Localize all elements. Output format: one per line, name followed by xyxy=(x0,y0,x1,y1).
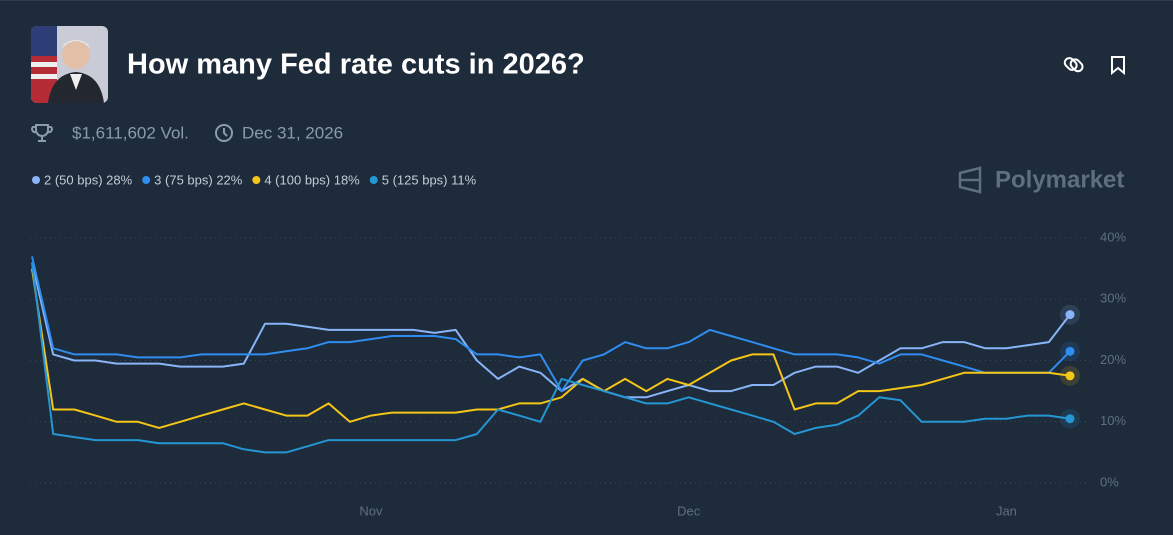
market-image xyxy=(31,26,108,103)
y-tick-label: 40% xyxy=(1100,229,1126,244)
bookmark-button[interactable] xyxy=(1111,56,1125,76)
clock-icon xyxy=(215,124,233,142)
end-dot xyxy=(1065,371,1075,381)
series-line xyxy=(31,262,1071,399)
end-date: Dec 31, 2026 xyxy=(242,123,343,142)
end-dot xyxy=(1065,346,1075,356)
legend-label: 5 (125 bps) 11% xyxy=(382,172,477,187)
legend-dot xyxy=(32,176,40,184)
market-title: How many Fed rate cuts in 2026? xyxy=(127,49,585,81)
trophy-icon xyxy=(31,124,53,142)
end-dot xyxy=(1065,414,1075,424)
legend-dot xyxy=(142,176,151,184)
brand-name: Polymarket xyxy=(995,166,1124,193)
volume: $1,611,602 Vol. xyxy=(72,123,189,142)
x-tick-label: Dec xyxy=(677,503,701,518)
legend-dot xyxy=(369,176,378,184)
end-dot xyxy=(1065,310,1075,320)
copy-link-button[interactable] xyxy=(1063,56,1084,73)
y-tick-label: 0% xyxy=(1100,474,1119,489)
y-tick-label: 10% xyxy=(1100,413,1126,428)
y-tick-label: 30% xyxy=(1100,291,1126,306)
series-line xyxy=(31,262,1071,454)
legend-label: 2 (50 bps) 28% xyxy=(44,172,133,187)
x-tick-label: Jan xyxy=(996,503,1017,518)
brand-logo: Polymarket xyxy=(958,166,1124,194)
y-tick-label: 20% xyxy=(1100,352,1126,367)
legend-label: 3 (75 bps) 22% xyxy=(154,172,243,187)
series-line xyxy=(31,256,1071,393)
legend-label: 4 (100 bps) 18% xyxy=(264,172,360,187)
x-tick-label: Nov xyxy=(359,503,383,518)
legend-dot xyxy=(252,176,261,184)
